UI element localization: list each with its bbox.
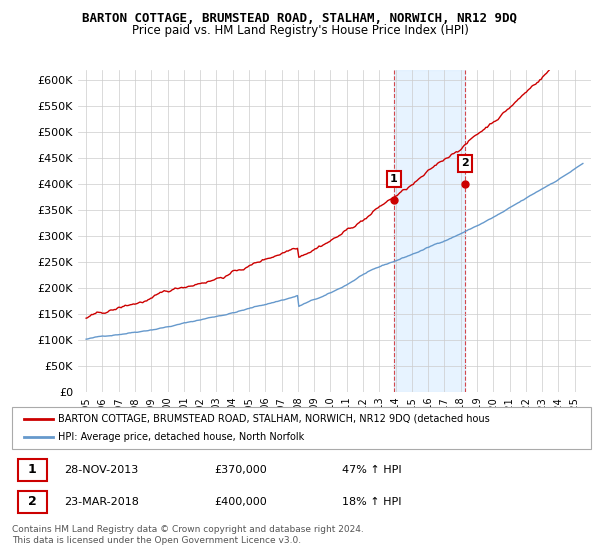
Text: HPI: Average price, detached house, North Norfolk: HPI: Average price, detached house, Nort… <box>58 432 305 442</box>
FancyBboxPatch shape <box>18 459 47 480</box>
FancyBboxPatch shape <box>12 407 591 449</box>
Text: Price paid vs. HM Land Registry's House Price Index (HPI): Price paid vs. HM Land Registry's House … <box>131 24 469 37</box>
Text: 23-MAR-2018: 23-MAR-2018 <box>64 497 139 507</box>
FancyBboxPatch shape <box>18 491 47 513</box>
Text: 1: 1 <box>28 463 37 476</box>
Text: 1: 1 <box>390 174 398 184</box>
Text: 2: 2 <box>28 496 37 508</box>
Text: 18% ↑ HPI: 18% ↑ HPI <box>342 497 401 507</box>
Text: 47% ↑ HPI: 47% ↑ HPI <box>342 465 401 475</box>
Text: BARTON COTTAGE, BRUMSTEAD ROAD, STALHAM, NORWICH, NR12 9DQ (detached hous: BARTON COTTAGE, BRUMSTEAD ROAD, STALHAM,… <box>58 414 490 424</box>
Text: 28-NOV-2013: 28-NOV-2013 <box>64 465 139 475</box>
Text: £400,000: £400,000 <box>215 497 268 507</box>
Text: BARTON COTTAGE, BRUMSTEAD ROAD, STALHAM, NORWICH, NR12 9DQ: BARTON COTTAGE, BRUMSTEAD ROAD, STALHAM,… <box>83 12 517 25</box>
Bar <box>394 70 465 392</box>
Text: £370,000: £370,000 <box>215 465 268 475</box>
Text: Contains HM Land Registry data © Crown copyright and database right 2024.
This d: Contains HM Land Registry data © Crown c… <box>12 525 364 545</box>
Text: 2: 2 <box>461 158 469 169</box>
